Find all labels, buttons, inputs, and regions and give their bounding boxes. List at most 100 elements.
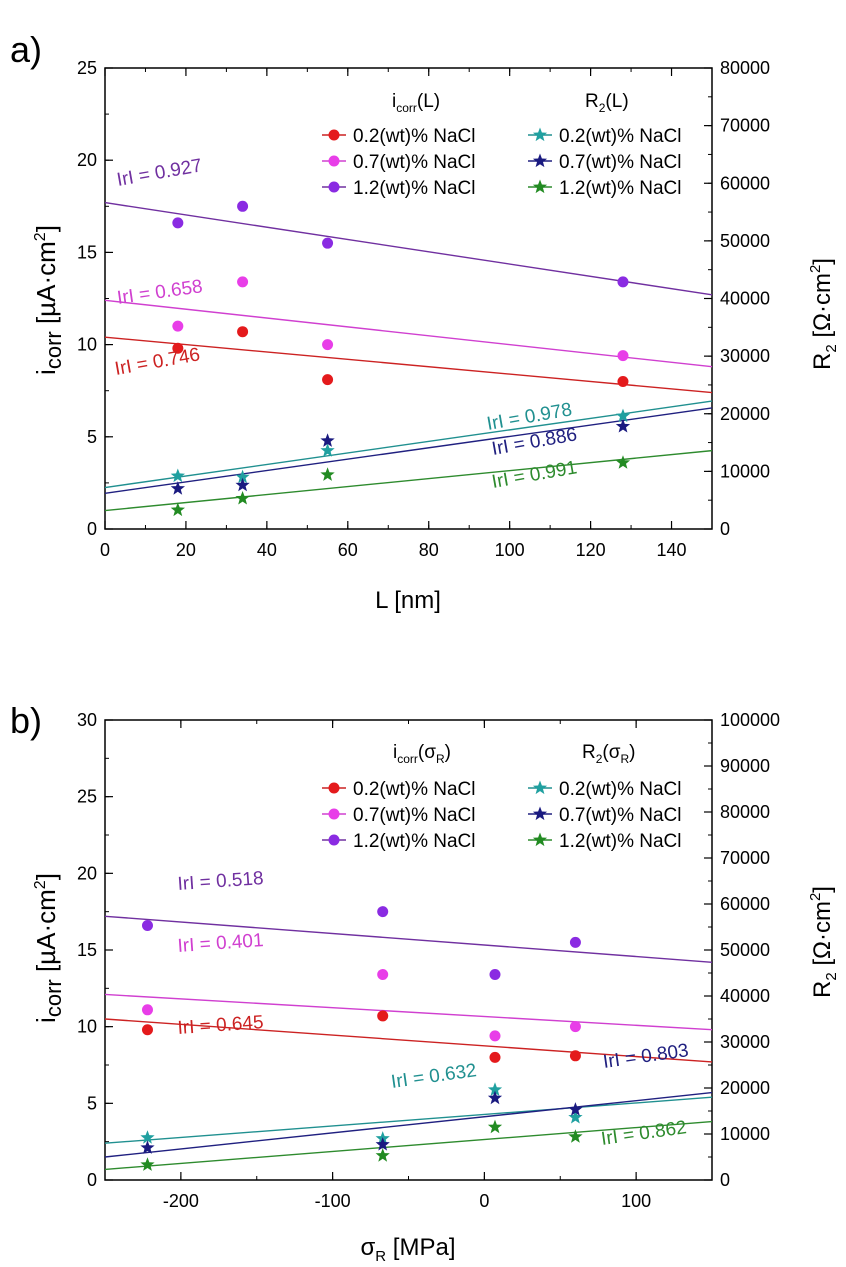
- data-point-star: [170, 481, 185, 495]
- x-axis-label: L [nm]: [375, 587, 441, 614]
- data-point-star: [170, 468, 185, 483]
- y-right-tick-label: 50000: [720, 940, 770, 960]
- fit-line-2: [104, 915, 713, 963]
- fit-line-3: [104, 400, 713, 489]
- data-point-circle: [237, 276, 249, 288]
- legend-label: 0.2(wt)% NaCl: [559, 779, 681, 800]
- legend-label: 0.7(wt)% NaCl: [353, 805, 475, 826]
- data-point-circle: [237, 200, 249, 212]
- y-left-tick-label: 0: [87, 1170, 97, 1190]
- x-tick-label: 20: [176, 540, 196, 560]
- data-point-star: [615, 408, 631, 423]
- legend-label: 0.2(wt)% NaCl: [353, 779, 475, 800]
- data-point-circle: [377, 1010, 389, 1022]
- data-point-star: [320, 443, 335, 457]
- data-point-circle: [489, 969, 501, 981]
- y-right-tick-label: 80000: [720, 58, 770, 78]
- legend-marker-star: [532, 179, 548, 194]
- data-point-star: [140, 1157, 155, 1171]
- data-point-star: [615, 455, 631, 469]
- y-left-tick-label: 15: [77, 242, 97, 262]
- y-left-axis-label: icorr [µA·cm2]: [31, 225, 66, 375]
- y-left-tick-label: 20: [77, 863, 97, 883]
- data-point-star: [140, 1140, 155, 1154]
- legend-header-left: icorr(L): [392, 91, 440, 115]
- y-left-axis-label: icorr [µA·cm2]: [31, 873, 66, 1023]
- y-left-tick-label: 10: [77, 335, 97, 355]
- legend-label: 0.7(wt)% NaCl: [353, 152, 475, 173]
- data-point-star: [375, 1148, 390, 1162]
- fit-line-1: [104, 299, 713, 368]
- data-point-circle: [569, 1050, 581, 1062]
- correlation-label: IrI = 0.803: [602, 1040, 690, 1073]
- x-tick-label: 0: [100, 540, 110, 560]
- legend-label: 1.2(wt)% NaCl: [353, 831, 475, 852]
- y-right-axis-label: R2 [Ω·cm2]: [807, 886, 840, 998]
- y-right-tick-label: 100000: [720, 710, 780, 730]
- fit-line-1: [104, 993, 713, 1031]
- fit-line-3: [104, 1096, 713, 1144]
- legend-label: 0.2(wt)% NaCl: [353, 126, 475, 147]
- correlation-label: IrI = 0.401: [177, 930, 264, 957]
- y-left-tick-label: 5: [87, 427, 97, 447]
- data-point-circle: [489, 1030, 501, 1042]
- x-tick-label: -200: [163, 1191, 199, 1211]
- y-right-tick-label: 70000: [720, 848, 770, 868]
- data-point-star: [568, 1129, 583, 1143]
- y-right-tick-label: 70000: [720, 116, 770, 136]
- legend-header-left: icorr(σR): [393, 742, 451, 766]
- legend-header-right: R2(σR): [582, 742, 635, 766]
- data-point-star: [235, 469, 250, 484]
- y-right-tick-label: 40000: [720, 986, 770, 1006]
- data-point-circle: [237, 326, 249, 338]
- data-point-circle: [322, 237, 334, 249]
- legend-marker-circle: [328, 155, 340, 167]
- legend-label: 1.2(wt)% NaCl: [559, 178, 681, 199]
- data-point-circle: [617, 350, 629, 362]
- data-point-star: [615, 418, 631, 433]
- correlation-label: IrI = 0.862: [600, 1117, 688, 1150]
- x-tick-label: 100: [495, 540, 525, 560]
- y-left-tick-label: 0: [87, 519, 97, 539]
- x-tick-label: 120: [576, 540, 606, 560]
- y-right-tick-label: 60000: [720, 894, 770, 914]
- data-point-circle: [377, 969, 389, 981]
- x-tick-label: 140: [657, 540, 687, 560]
- y-right-tick-label: 60000: [720, 173, 770, 193]
- legend-marker-circle: [328, 834, 340, 846]
- y-right-tick-label: 50000: [720, 231, 770, 251]
- y-right-axis-label: R2 [Ω·cm2]: [807, 258, 840, 370]
- panel-label: b): [10, 700, 42, 741]
- data-point-star: [487, 1082, 503, 1096]
- x-tick-label: -100: [315, 1191, 351, 1211]
- legend-marker-circle: [328, 129, 340, 141]
- data-point-circle: [489, 1051, 501, 1063]
- y-right-tick-label: 20000: [720, 404, 770, 424]
- y-right-tick-label: 90000: [720, 756, 770, 776]
- y-right-tick-label: 20000: [720, 1078, 770, 1098]
- x-tick-label: 60: [338, 540, 358, 560]
- fit-line-4: [104, 1091, 713, 1158]
- data-point-star: [320, 467, 335, 481]
- legend-marker-star: [532, 832, 548, 847]
- chart-panel-a: a) 0 20 40 60 80 100 120 140 0 5 10 15 20 25 0 10000 2000…: [10, 29, 840, 614]
- x-axis-label: σR [MPa]: [360, 1234, 455, 1265]
- y-left-tick-label: 20: [77, 150, 97, 170]
- legend-marker-circle: [328, 782, 340, 794]
- legend-header-right: R2(L): [585, 91, 629, 115]
- y-left-tick-label: 30: [77, 710, 97, 730]
- data-point-star: [235, 477, 250, 492]
- data-point-circle: [569, 936, 581, 948]
- data-point-circle: [377, 906, 389, 918]
- panel-label: a): [10, 29, 42, 70]
- correlation-label: IrI = 0.658: [116, 276, 204, 309]
- y-left-tick-label: 25: [77, 787, 97, 807]
- data-point-star: [140, 1130, 155, 1144]
- x-tick-label: 0: [479, 1191, 489, 1211]
- y-left-tick-label: 25: [77, 58, 97, 78]
- x-tick-label: 40: [257, 540, 277, 560]
- data-point-star: [375, 1137, 390, 1151]
- legend-marker-star: [532, 806, 548, 821]
- y-right-tick-label: 10000: [720, 1124, 770, 1144]
